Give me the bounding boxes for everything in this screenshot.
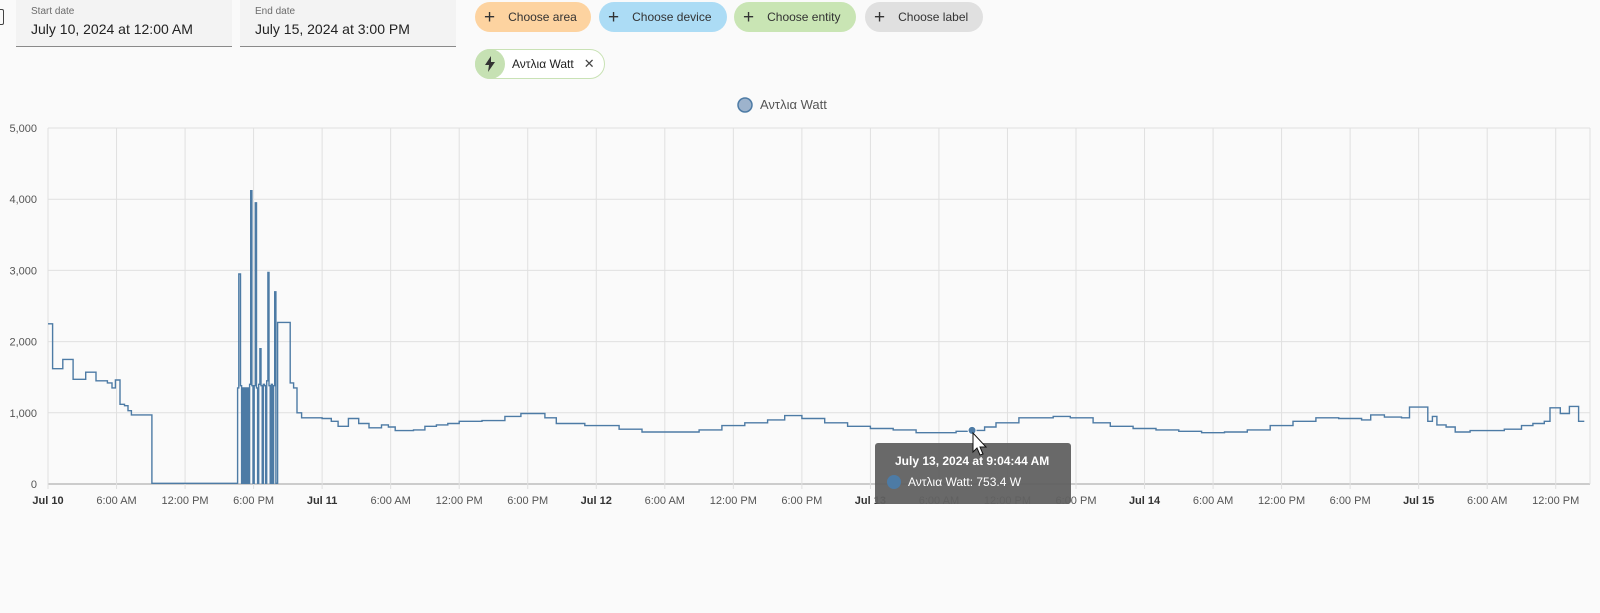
plus-icon: + [743, 6, 755, 28]
calendar-icon[interactable] [0, 9, 4, 25]
start-date-field[interactable]: Start date July 10, 2024 at 12:00 AM [16, 0, 232, 47]
choose-label-chip[interactable]: + Choose label [865, 2, 983, 32]
y-tick-label: 1,000 [9, 408, 37, 420]
x-tick-label: 6:00 AM [370, 495, 410, 507]
x-tick-label: 6:00 AM [645, 495, 685, 507]
x-tick-label: 6:00 PM [233, 495, 274, 507]
choose-entity-chip[interactable]: + Choose entity [734, 2, 856, 32]
series-line-antlia-watt [48, 190, 1585, 484]
start-date-label: Start date [31, 6, 75, 17]
x-tick-label: 6:00 AM [919, 495, 959, 507]
hover-point [967, 425, 977, 435]
choose-area-label: Choose area [508, 10, 577, 24]
x-tick-label: Jul 14 [1129, 495, 1161, 507]
x-tick-label: Jul 10 [32, 495, 63, 507]
choose-label-label: Choose label [898, 10, 969, 24]
choose-device-chip[interactable]: + Choose device [599, 2, 727, 32]
y-tick-label: 0 [31, 479, 37, 491]
x-tick-label: 12:00 PM [984, 495, 1031, 507]
x-tick-label: Jul 13 [855, 495, 886, 507]
end-date-label: End date [255, 6, 296, 17]
x-tick-label: 6:00 AM [1193, 495, 1233, 507]
x-tick-label: 12:00 PM [710, 495, 757, 507]
x-tick-label: 12:00 PM [1532, 495, 1579, 507]
selected-entity-label: Αντλια Watt [512, 57, 574, 71]
plus-icon: + [608, 6, 620, 28]
end-date-field[interactable]: End date July 15, 2024 at 3:00 PM [240, 0, 456, 47]
x-tick-label: 12:00 PM [436, 495, 483, 507]
x-tick-label: 6:00 AM [1467, 495, 1507, 507]
tooltip-series-dot [887, 475, 901, 489]
x-tick-label: 6:00 AM [96, 495, 136, 507]
x-tick-label: 6:00 PM [1056, 495, 1097, 507]
x-tick-label: Jul 11 [307, 495, 338, 507]
x-tick-label: 12:00 PM [162, 495, 209, 507]
choose-entity-label: Choose entity [767, 10, 841, 24]
plus-icon: + [874, 6, 886, 28]
start-date-value: July 10, 2024 at 12:00 AM [31, 21, 193, 37]
y-tick-label: 5,000 [9, 123, 37, 135]
mouse-cursor-icon [972, 431, 988, 456]
choose-area-chip[interactable]: + Choose area [475, 2, 591, 32]
chart-tooltip: July 13, 2024 at 9:04:44 AM Αντλια Watt:… [875, 443, 1071, 504]
legend-label: Αντλια Watt [760, 97, 827, 112]
remove-entity-icon[interactable]: ✕ [583, 56, 595, 71]
y-tick-label: 3,000 [9, 265, 37, 277]
choose-device-label: Choose device [632, 10, 712, 24]
x-tick-label: Jul 12 [581, 495, 612, 507]
y-axis-ticks: 5,000 4,000 3,000 2,000 1,000 0 [9, 123, 37, 491]
tooltip-value: Αντλια Watt: 753.4 W [908, 475, 1022, 489]
y-tick-label: 4,000 [9, 194, 37, 206]
x-tick-label: 6:00 PM [1330, 495, 1371, 507]
x-axis-ticks: Jul 10 6:00 AM 12:00 PM 6:00 PM Jul 11 6:00 A… [32, 495, 1579, 507]
chart-legend[interactable]: Αντλια Watt [737, 97, 827, 113]
x-tick-label: Jul 15 [1403, 495, 1434, 507]
tooltip-background [875, 443, 1071, 504]
end-date-value: July 15, 2024 at 3:00 PM [255, 21, 410, 37]
x-tick-label: 12:00 PM [1258, 495, 1305, 507]
y-tick-label: 2,000 [9, 337, 37, 349]
plus-icon: + [484, 6, 496, 28]
legend-dot [737, 97, 753, 113]
x-tick-label: 6:00 PM [781, 495, 822, 507]
tooltip-title: July 13, 2024 at 9:04:44 AM [895, 454, 1049, 468]
x-tick-label: 6:00 PM [507, 495, 548, 507]
chart-grid [47, 127, 1591, 489]
selected-entity-chip[interactable]: Αντλια Watt ✕ [475, 49, 605, 79]
lightning-bolt-icon [475, 49, 505, 79]
